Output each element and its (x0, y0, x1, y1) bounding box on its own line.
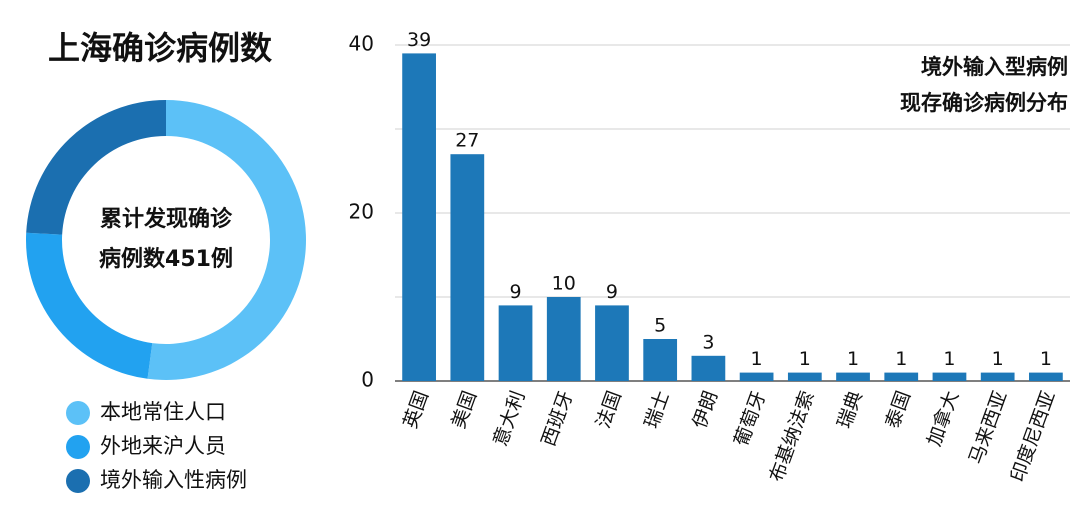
center-text: 累计发现确诊 (100, 206, 233, 232)
value-label: 1 (992, 348, 1004, 370)
y-tick-label: 20 (349, 200, 374, 224)
y-tick-label: 40 (349, 32, 374, 56)
bar (546, 297, 581, 381)
donut-segment (26, 100, 167, 235)
value-label: 1 (799, 348, 811, 370)
bar (932, 372, 967, 381)
value-label: 1 (847, 348, 859, 370)
value-label: 1 (895, 348, 907, 370)
bar (836, 372, 870, 381)
donut-segment (25, 232, 153, 379)
bar (980, 372, 1015, 381)
x-tick-label: 法国 (592, 388, 626, 431)
legend-label: 境外输入性病例 (100, 468, 247, 492)
bar (402, 53, 436, 382)
value-label: 9 (509, 281, 521, 303)
x-tick-label: 西班牙 (537, 388, 577, 449)
bar (691, 355, 726, 381)
y-tick-label: 0 (361, 368, 374, 392)
legend-swatch (66, 469, 90, 493)
value-label: 1 (943, 348, 955, 370)
bar (1029, 372, 1063, 381)
x-tick-label: 伊朗 (689, 388, 723, 431)
annotation: 境外输入型病例 (921, 55, 1068, 79)
legend-label: 外地来沪人员 (100, 434, 226, 458)
x-tick-label: 瑞典 (833, 388, 867, 431)
legend-swatch (66, 401, 90, 425)
center-text: 病例数451例 (99, 246, 233, 272)
x-tick-label: 葡萄牙 (730, 388, 770, 449)
x-tick-label: 瑞士 (640, 388, 674, 431)
bar (450, 154, 485, 381)
value-label: 3 (702, 331, 714, 353)
value-label: 5 (654, 315, 666, 337)
bar (787, 372, 822, 381)
value-label: 10 (552, 273, 576, 295)
x-tick-label: 美国 (448, 388, 482, 431)
x-tick-label: 马来西亚 (965, 388, 1012, 467)
value-label: 27 (455, 130, 479, 152)
bar (739, 372, 774, 381)
value-label: 39 (407, 29, 431, 51)
bar (643, 339, 678, 381)
annotation: 现存确诊病例分布 (900, 91, 1068, 115)
x-tick-label: 泰国 (881, 388, 915, 431)
x-tick-label: 意大利 (489, 388, 529, 449)
legend-label: 本地常住人口 (100, 400, 226, 424)
value-label: 1 (1040, 348, 1052, 370)
x-tick-label: 加拿大 (922, 388, 963, 449)
value-label: 1 (751, 348, 763, 370)
bar (498, 305, 533, 381)
legend-swatch (66, 435, 90, 459)
donut-segment (147, 100, 307, 381)
x-tick-label: 布基纳法索 (766, 388, 819, 485)
x-tick-label: 印度尼西亚 (1007, 388, 1060, 485)
chart-title: 上海确诊病例数 (48, 29, 273, 67)
bar (595, 305, 629, 381)
bar (884, 372, 919, 381)
x-tick-label: 英国 (399, 388, 433, 431)
value-label: 9 (606, 281, 618, 303)
